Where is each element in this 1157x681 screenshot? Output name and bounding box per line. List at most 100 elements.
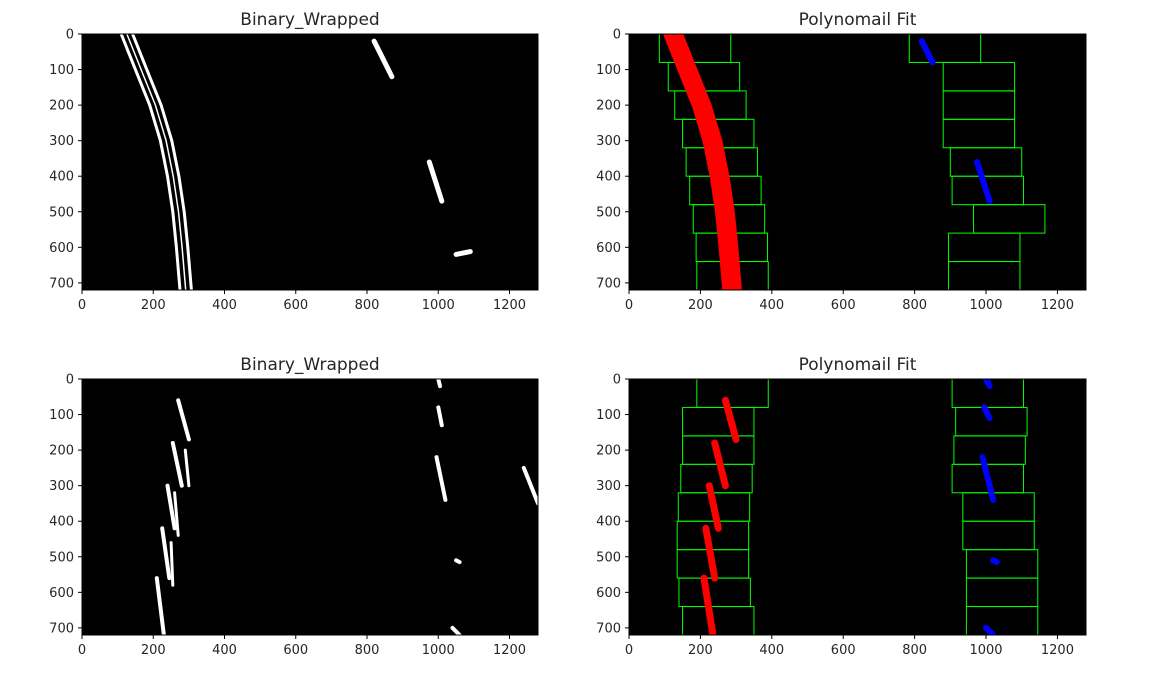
left-lane-dash <box>160 526 172 581</box>
y-tick-label: 600 <box>49 586 74 601</box>
image-background <box>629 34 1086 290</box>
right-lane-dash <box>454 558 462 565</box>
right-lane-fragment <box>453 249 473 257</box>
y-tick-label: 600 <box>596 241 621 256</box>
left-lane-outer-dash <box>173 491 180 537</box>
y-tick-label: 100 <box>596 408 621 423</box>
y-tick-label: 400 <box>596 515 621 530</box>
right-lane-dash <box>436 379 442 389</box>
subplot-title: Polynomail Fit <box>799 355 917 375</box>
y-tick-label: 700 <box>596 621 621 636</box>
x-tick-label: 1000 <box>422 643 455 658</box>
y-tick-label: 300 <box>49 479 74 494</box>
left-lane-dash <box>170 441 184 488</box>
x-tick-label: 1200 <box>1041 298 1074 313</box>
left-lane-outer-dash <box>169 541 175 587</box>
y-tick-label: 400 <box>49 170 74 185</box>
right-lane-pixels <box>981 404 993 422</box>
right-lane-fragment <box>426 159 445 204</box>
y-tick-label: 200 <box>596 444 621 459</box>
left-lane-pixels <box>700 574 717 635</box>
x-tick-label: 1000 <box>969 643 1002 658</box>
image-background <box>82 379 538 635</box>
left-lane-dash <box>176 398 191 442</box>
right-lane-pixels <box>974 159 993 205</box>
y-tick-label: 200 <box>596 99 621 114</box>
x-tick-label: 200 <box>688 643 713 658</box>
x-tick-label: 1000 <box>422 298 455 313</box>
x-tick-label: 0 <box>625 298 633 313</box>
subplot-3: 0 200 400 600 800 1000 1200 0 100 200 300 400 500 600… <box>49 355 539 658</box>
y-tick-label: 600 <box>596 586 621 601</box>
left-lane-marking <box>119 34 182 290</box>
right-lane-pixels <box>983 379 993 390</box>
x-tick-label: 200 <box>141 298 166 313</box>
x-tick-label: 800 <box>902 298 927 313</box>
left-lane-pixels <box>721 396 740 443</box>
x-tick-label: 1000 <box>969 298 1002 313</box>
axes-frame <box>81 378 539 636</box>
x-tick-label: 600 <box>831 298 856 313</box>
far-right-artifact <box>521 465 538 506</box>
y-tick-label: 100 <box>49 63 74 78</box>
right-lane-dash <box>436 405 444 428</box>
image-content <box>119 34 473 290</box>
subplot-title: Binary_Wrapped <box>240 355 379 375</box>
y-tick-label: 400 <box>596 170 621 185</box>
x-tick-label: 200 <box>141 643 166 658</box>
right-lane-pixels <box>990 557 1000 566</box>
image-content <box>154 379 538 635</box>
left-lane-dash <box>165 483 177 531</box>
x-tick-label: 200 <box>688 298 713 313</box>
y-tick-label: 500 <box>596 205 621 220</box>
y-tick-label: 0 <box>613 373 621 388</box>
y-tick-label: 700 <box>596 276 621 291</box>
y-tick-label: 300 <box>596 134 621 149</box>
x-tick-label: 600 <box>283 643 308 658</box>
y-tick-label: 500 <box>596 550 621 565</box>
left-lane-pixels <box>675 34 742 290</box>
left-lane-dash <box>154 576 166 635</box>
y-tick-label: 0 <box>66 28 74 43</box>
x-tick-label: 400 <box>212 298 237 313</box>
image-background <box>82 34 538 290</box>
y-tick-label: 300 <box>596 479 621 494</box>
x-tick-label: 800 <box>355 298 380 313</box>
right-lane-pixels <box>918 38 936 66</box>
subplot-title: Polynomail Fit <box>799 10 917 30</box>
subplot-2: 0 200 400 600 800 1000 1200 0 100 200 300 400 500 600… <box>596 10 1087 313</box>
right-lane-dash <box>434 455 448 502</box>
y-tick-label: 100 <box>596 63 621 78</box>
x-tick-label: 600 <box>831 643 856 658</box>
right-lane-dash <box>450 625 462 635</box>
axes-frame <box>628 378 1087 636</box>
x-tick-label: 0 <box>625 643 633 658</box>
x-tick-label: 400 <box>759 298 784 313</box>
y-tick-label: 600 <box>49 241 74 256</box>
x-tick-label: 0 <box>78 298 86 313</box>
left-lane-pixels <box>705 482 722 532</box>
y-tick-label: 100 <box>49 408 74 423</box>
y-tick-label: 200 <box>49 99 74 114</box>
right-lane-fragment <box>371 38 395 80</box>
x-tick-label: 400 <box>759 643 784 658</box>
left-lane-pixels <box>711 439 729 490</box>
x-tick-label: 1200 <box>1041 643 1074 658</box>
y-tick-label: 500 <box>49 205 74 220</box>
y-tick-label: 500 <box>49 550 74 565</box>
left-lane-marking-inner <box>126 34 187 290</box>
image-content <box>676 379 1039 635</box>
left-lane-pixels <box>702 524 719 582</box>
subplot-1: 0 200 400 600 800 1000 1200 0 100 200 300 400 500 600… <box>49 10 539 313</box>
y-tick-label: 200 <box>49 444 74 459</box>
x-tick-label: 0 <box>78 643 86 658</box>
x-tick-label: 1200 <box>493 643 526 658</box>
x-tick-label: 600 <box>283 298 308 313</box>
y-tick-label: 0 <box>66 373 74 388</box>
y-tick-label: 300 <box>49 134 74 149</box>
subplot-4: 0 200 400 600 800 1000 1200 0 100 200 300 400 500 600… <box>596 355 1087 658</box>
image-background <box>629 379 1086 635</box>
y-tick-label: 0 <box>613 28 621 43</box>
image-content <box>658 34 1046 290</box>
